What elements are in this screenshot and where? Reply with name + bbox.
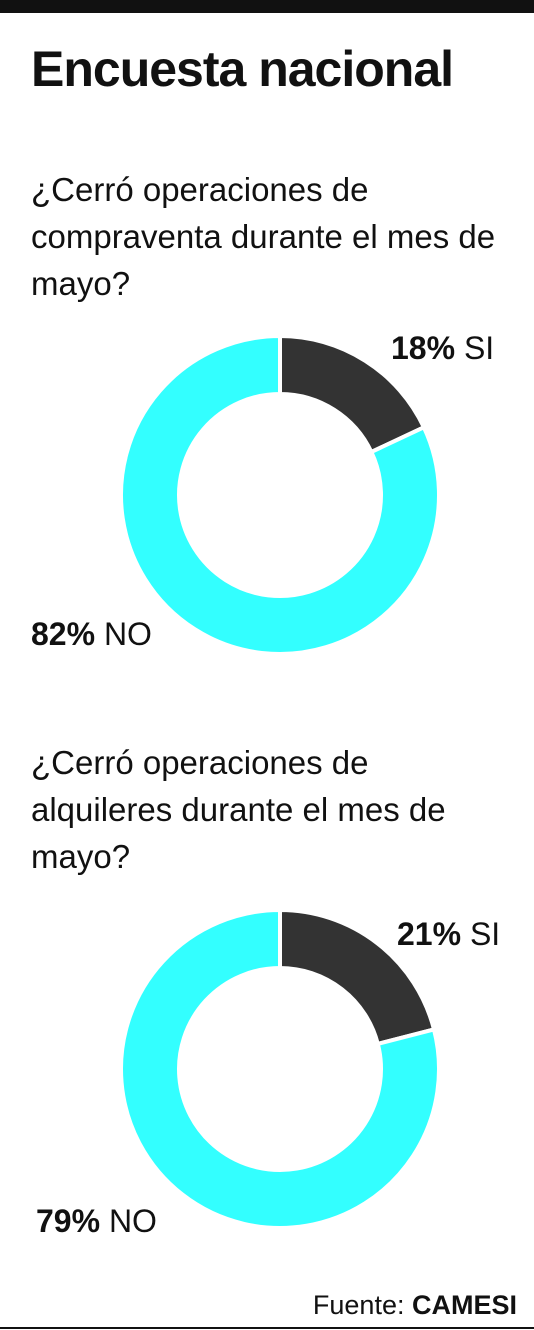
page-title: Encuesta nacional	[31, 41, 454, 97]
top-bar	[0, 0, 534, 13]
label-si-name: SI	[463, 330, 495, 366]
question-alquileres: ¿Cerró operaciones de alquileres durante…	[31, 744, 446, 875]
question-compraventa: ¿Cerró operaciones de compraventa durant…	[31, 171, 496, 302]
source-prefix: Fuente:	[312, 1290, 405, 1320]
bottom-rule	[0, 1327, 534, 1329]
label-no-alquileres: 79% NO	[36, 1205, 157, 1237]
label-si-pct: 18%	[391, 330, 456, 366]
label-si-alquileres: 21% SI	[397, 918, 500, 950]
label-si-pct: 21%	[397, 916, 462, 952]
slice-no	[119, 907, 441, 1230]
donut-chart-compraventa	[119, 333, 441, 656]
label-no-pct: 82%	[31, 616, 96, 652]
label-si-compraventa: 18% SI	[391, 332, 494, 364]
source-name: CAMESI	[411, 1290, 517, 1320]
label-no-compraventa: 82% NO	[31, 618, 152, 650]
donut-chart-alquileres	[119, 907, 441, 1230]
label-si-name: SI	[469, 916, 501, 952]
label-no-pct: 79%	[36, 1203, 101, 1239]
source-credit: Fuente: CAMESI	[313, 1292, 517, 1319]
label-no-name: NO	[103, 616, 152, 652]
slice-no	[119, 333, 441, 656]
label-no-name: NO	[108, 1203, 157, 1239]
